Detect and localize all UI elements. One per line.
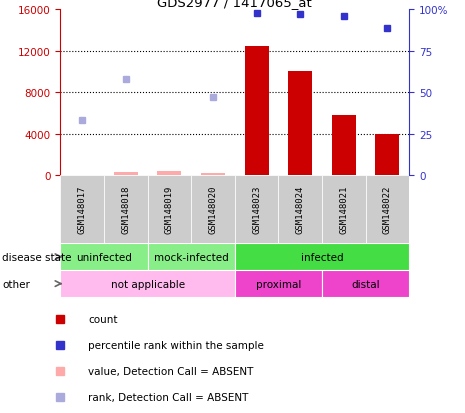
Bar — [191, 176, 235, 244]
Title: GDS2977 / 1417065_at: GDS2977 / 1417065_at — [158, 0, 312, 9]
Bar — [235, 271, 322, 297]
Text: GSM148022: GSM148022 — [383, 185, 392, 234]
Bar — [365, 176, 409, 244]
Text: not applicable: not applicable — [111, 279, 185, 289]
Text: infected: infected — [301, 252, 343, 262]
Bar — [332, 116, 356, 176]
Bar — [322, 176, 365, 244]
Text: other: other — [2, 279, 30, 289]
Bar — [60, 176, 104, 244]
Text: proximal: proximal — [256, 279, 301, 289]
Text: GSM148021: GSM148021 — [339, 185, 348, 234]
Text: count: count — [88, 315, 118, 325]
Bar — [104, 176, 147, 244]
Bar — [279, 176, 322, 244]
Bar — [235, 244, 409, 271]
Text: percentile rank within the sample: percentile rank within the sample — [88, 340, 264, 350]
Text: mock-infected: mock-infected — [154, 252, 229, 262]
Bar — [60, 244, 148, 271]
Bar — [201, 174, 225, 176]
Bar — [375, 134, 399, 176]
Text: GSM148024: GSM148024 — [296, 185, 305, 234]
Bar — [114, 173, 138, 176]
Bar — [148, 176, 191, 244]
Bar — [288, 72, 312, 176]
Bar — [322, 271, 409, 297]
Bar — [245, 47, 269, 176]
Text: GSM148020: GSM148020 — [208, 185, 218, 234]
Text: disease state: disease state — [2, 252, 72, 262]
Text: GSM148023: GSM148023 — [252, 185, 261, 234]
Text: rank, Detection Call = ABSENT: rank, Detection Call = ABSENT — [88, 392, 249, 401]
Bar — [148, 244, 235, 271]
Text: GSM148017: GSM148017 — [78, 185, 87, 234]
Bar — [235, 176, 279, 244]
Bar — [158, 171, 181, 176]
Text: distal: distal — [351, 279, 380, 289]
Text: GSM148019: GSM148019 — [165, 185, 174, 234]
Text: value, Detection Call = ABSENT: value, Detection Call = ABSENT — [88, 366, 254, 376]
Text: uninfected: uninfected — [76, 252, 132, 262]
Text: GSM148018: GSM148018 — [121, 185, 130, 234]
Bar — [60, 271, 235, 297]
